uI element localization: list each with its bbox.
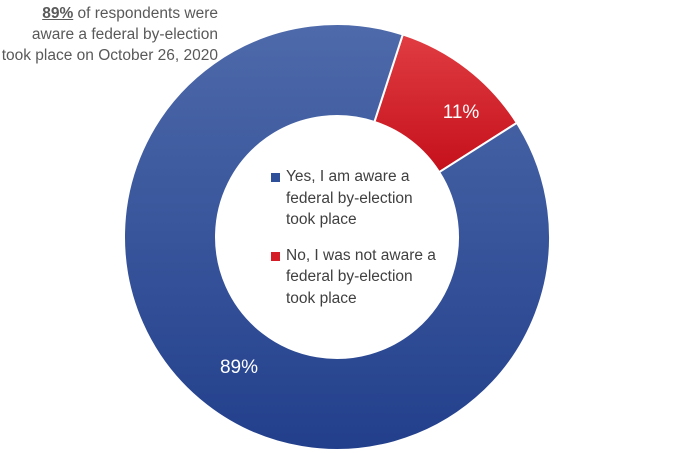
legend-swatch-no <box>271 251 280 261</box>
data-label-no: 11% <box>443 102 480 123</box>
legend-label-yes: Yes, I am aware a federal by-election to… <box>286 168 413 228</box>
legend-label-no: No, I was not aware a federal by-electio… <box>286 246 436 307</box>
legend-item-no: No, I was not aware a federal by-electio… <box>271 245 441 310</box>
callout-text: of respondents were aware a federal by-e… <box>1 5 218 64</box>
legend-swatch-yes <box>271 173 280 182</box>
callout-highlight: 89% <box>42 5 74 22</box>
chart-legend: Yes, I am aware a federal by-election to… <box>271 166 441 323</box>
summary-callout: 89% of respondents were aware a federal … <box>0 3 218 66</box>
slice-yes <box>123 23 551 451</box>
data-label-yes: 89% <box>220 357 258 378</box>
legend-item-yes: Yes, I am aware a federal by-election to… <box>271 166 441 231</box>
